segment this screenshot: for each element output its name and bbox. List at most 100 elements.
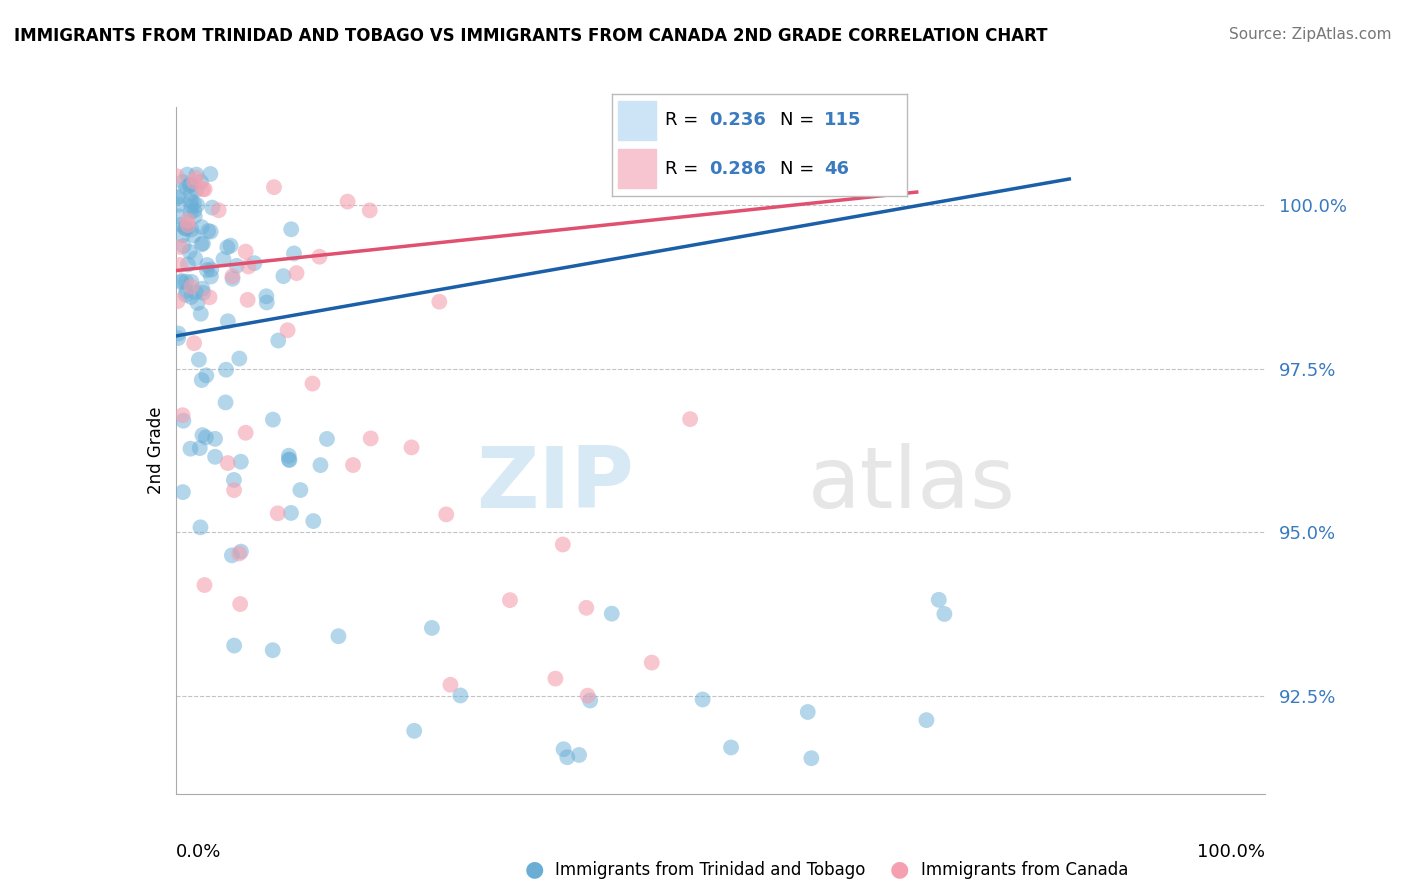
Point bbox=[172, 228, 194, 243]
Point bbox=[420, 621, 443, 635]
Point bbox=[235, 425, 257, 440]
Point bbox=[195, 258, 218, 272]
Point bbox=[172, 175, 194, 189]
Point bbox=[228, 547, 250, 561]
Point bbox=[180, 186, 202, 201]
Point bbox=[172, 414, 194, 428]
Point bbox=[692, 692, 714, 706]
Point bbox=[309, 458, 332, 472]
Point bbox=[190, 220, 212, 235]
Point bbox=[263, 180, 285, 194]
Point bbox=[191, 236, 214, 251]
Point bbox=[190, 237, 212, 252]
Point bbox=[186, 170, 208, 185]
Point bbox=[191, 285, 214, 300]
Point bbox=[290, 483, 312, 497]
Point bbox=[167, 209, 190, 223]
Point bbox=[217, 240, 239, 254]
Point bbox=[280, 222, 302, 236]
Point bbox=[172, 408, 194, 422]
Point bbox=[214, 395, 236, 409]
Point bbox=[180, 194, 202, 208]
Point bbox=[194, 182, 217, 196]
Point bbox=[222, 473, 245, 487]
Point bbox=[316, 432, 339, 446]
Point bbox=[308, 250, 330, 264]
Point bbox=[174, 275, 197, 289]
Point bbox=[267, 334, 290, 348]
Point bbox=[427, 294, 450, 309]
Text: IMMIGRANTS FROM TRINIDAD AND TOBAGO VS IMMIGRANTS FROM CANADA 2ND GRADE CORRELAT: IMMIGRANTS FROM TRINIDAD AND TOBAGO VS I… bbox=[14, 27, 1047, 45]
Point bbox=[183, 336, 205, 351]
Point bbox=[229, 597, 252, 611]
Text: Immigrants from Trinidad and Tobago: Immigrants from Trinidad and Tobago bbox=[555, 861, 866, 879]
Point bbox=[256, 295, 278, 310]
Text: 46: 46 bbox=[824, 160, 849, 178]
Point bbox=[167, 189, 190, 203]
Point bbox=[179, 442, 201, 456]
Point bbox=[180, 290, 202, 304]
Point bbox=[170, 275, 193, 289]
Point bbox=[186, 168, 208, 182]
Point bbox=[197, 224, 219, 238]
Point bbox=[174, 222, 197, 236]
Point bbox=[401, 441, 423, 455]
Point bbox=[180, 199, 202, 213]
Text: Immigrants from Canada: Immigrants from Canada bbox=[921, 861, 1128, 879]
Point bbox=[434, 508, 457, 522]
Point bbox=[217, 314, 239, 328]
Point bbox=[166, 191, 188, 205]
Point bbox=[190, 520, 212, 534]
Point bbox=[176, 168, 198, 182]
Point bbox=[183, 228, 205, 243]
Point bbox=[167, 326, 190, 341]
Text: 115: 115 bbox=[824, 112, 862, 129]
Point bbox=[238, 260, 260, 274]
Point bbox=[221, 269, 243, 284]
Point bbox=[224, 639, 246, 653]
Point bbox=[278, 453, 301, 467]
Point bbox=[190, 307, 212, 321]
Bar bbox=[617, 101, 655, 140]
Point bbox=[184, 252, 207, 266]
Point bbox=[499, 593, 522, 607]
Point bbox=[174, 287, 197, 301]
Point bbox=[404, 723, 426, 738]
Point bbox=[551, 537, 574, 551]
Bar bbox=[617, 149, 655, 188]
Point bbox=[221, 271, 243, 285]
Point bbox=[179, 244, 201, 259]
Point bbox=[180, 178, 202, 192]
Point bbox=[236, 293, 259, 307]
Point bbox=[235, 244, 257, 259]
Text: atlas: atlas bbox=[807, 443, 1015, 526]
Point bbox=[302, 514, 325, 528]
Point bbox=[200, 262, 222, 277]
Point bbox=[187, 352, 209, 367]
Point bbox=[200, 167, 222, 181]
Point bbox=[180, 222, 202, 236]
Point bbox=[553, 742, 575, 756]
Point bbox=[179, 178, 201, 193]
Point bbox=[191, 182, 214, 196]
Point bbox=[800, 751, 823, 765]
Text: ZIP: ZIP bbox=[475, 443, 633, 526]
Point bbox=[180, 275, 202, 289]
Point bbox=[194, 430, 217, 444]
Point bbox=[200, 225, 222, 239]
Text: ●: ● bbox=[524, 860, 544, 880]
Point bbox=[576, 689, 599, 703]
Point bbox=[184, 285, 207, 300]
Point bbox=[449, 689, 471, 703]
Point bbox=[187, 296, 209, 310]
Point bbox=[193, 578, 215, 592]
Point bbox=[191, 428, 214, 442]
Point bbox=[915, 713, 938, 727]
Point bbox=[301, 376, 323, 391]
Point bbox=[439, 678, 461, 692]
Point bbox=[176, 213, 198, 227]
Point bbox=[641, 656, 664, 670]
Text: 0.236: 0.236 bbox=[709, 112, 766, 129]
Point bbox=[285, 266, 308, 280]
Point bbox=[186, 198, 208, 212]
